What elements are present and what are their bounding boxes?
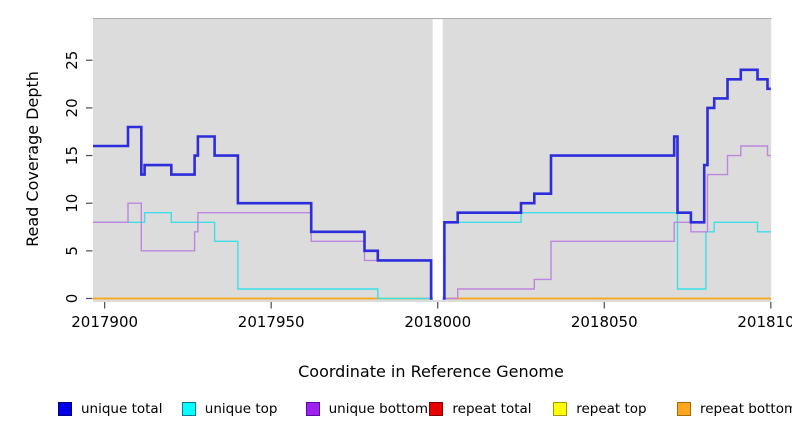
y-tick-label: 0: [63, 294, 81, 304]
y-axis-title: Read Coverage Depth: [23, 71, 42, 247]
legend-label-unique-bottom: unique bottom: [328, 401, 429, 417]
legend-item-unique-top: unique top: [181, 400, 278, 418]
legend-label-repeat-bottom: repeat bottom: [700, 401, 792, 417]
x-tick-label: 2017950: [238, 313, 305, 331]
series-unique-total: [93, 68, 771, 300]
legend-label-unique-total: unique total: [81, 401, 163, 417]
gap-mask: [432, 19, 443, 301]
y-tick-label: 5: [63, 246, 81, 256]
legend-swatch-repeat-top: [553, 402, 568, 416]
legend-item-repeat-total: repeat total: [429, 400, 532, 418]
legend: unique total unique top unique bottom repea…: [0, 400, 792, 420]
y-tick-label: 15: [63, 146, 81, 165]
x-tick-label: 2017900: [71, 313, 138, 331]
series-unique-bottom: [93, 145, 771, 300]
legend-label-repeat-total: repeat total: [452, 401, 532, 417]
legend-item-repeat-bottom: repeat bottom: [677, 400, 792, 418]
x-tick-label: 2018050: [571, 313, 638, 331]
y-tick-label: 25: [63, 51, 81, 70]
y-tick-label: 20: [63, 98, 81, 117]
plot-panel: [93, 18, 772, 302]
legend-item-unique-total: unique total: [58, 400, 162, 418]
legend-swatch-unique-top: [181, 402, 196, 416]
y-tick-label: 10: [63, 194, 81, 213]
legend-swatch-unique-total: [58, 402, 72, 416]
legend-item-unique-bottom: unique bottom: [305, 400, 429, 418]
legend-swatch-repeat-bottom: [677, 402, 691, 416]
x-axis-title: Coordinate in Reference Genome: [298, 362, 564, 381]
legend-label-unique-top: unique top: [204, 401, 278, 417]
legend-item-repeat-top: repeat top: [553, 400, 647, 418]
x-tick-label: 2018000: [404, 313, 471, 331]
legend-swatch-unique-bottom: [305, 402, 320, 416]
legend-swatch-repeat-total: [429, 402, 444, 416]
legend-label-repeat-top: repeat top: [576, 401, 647, 417]
